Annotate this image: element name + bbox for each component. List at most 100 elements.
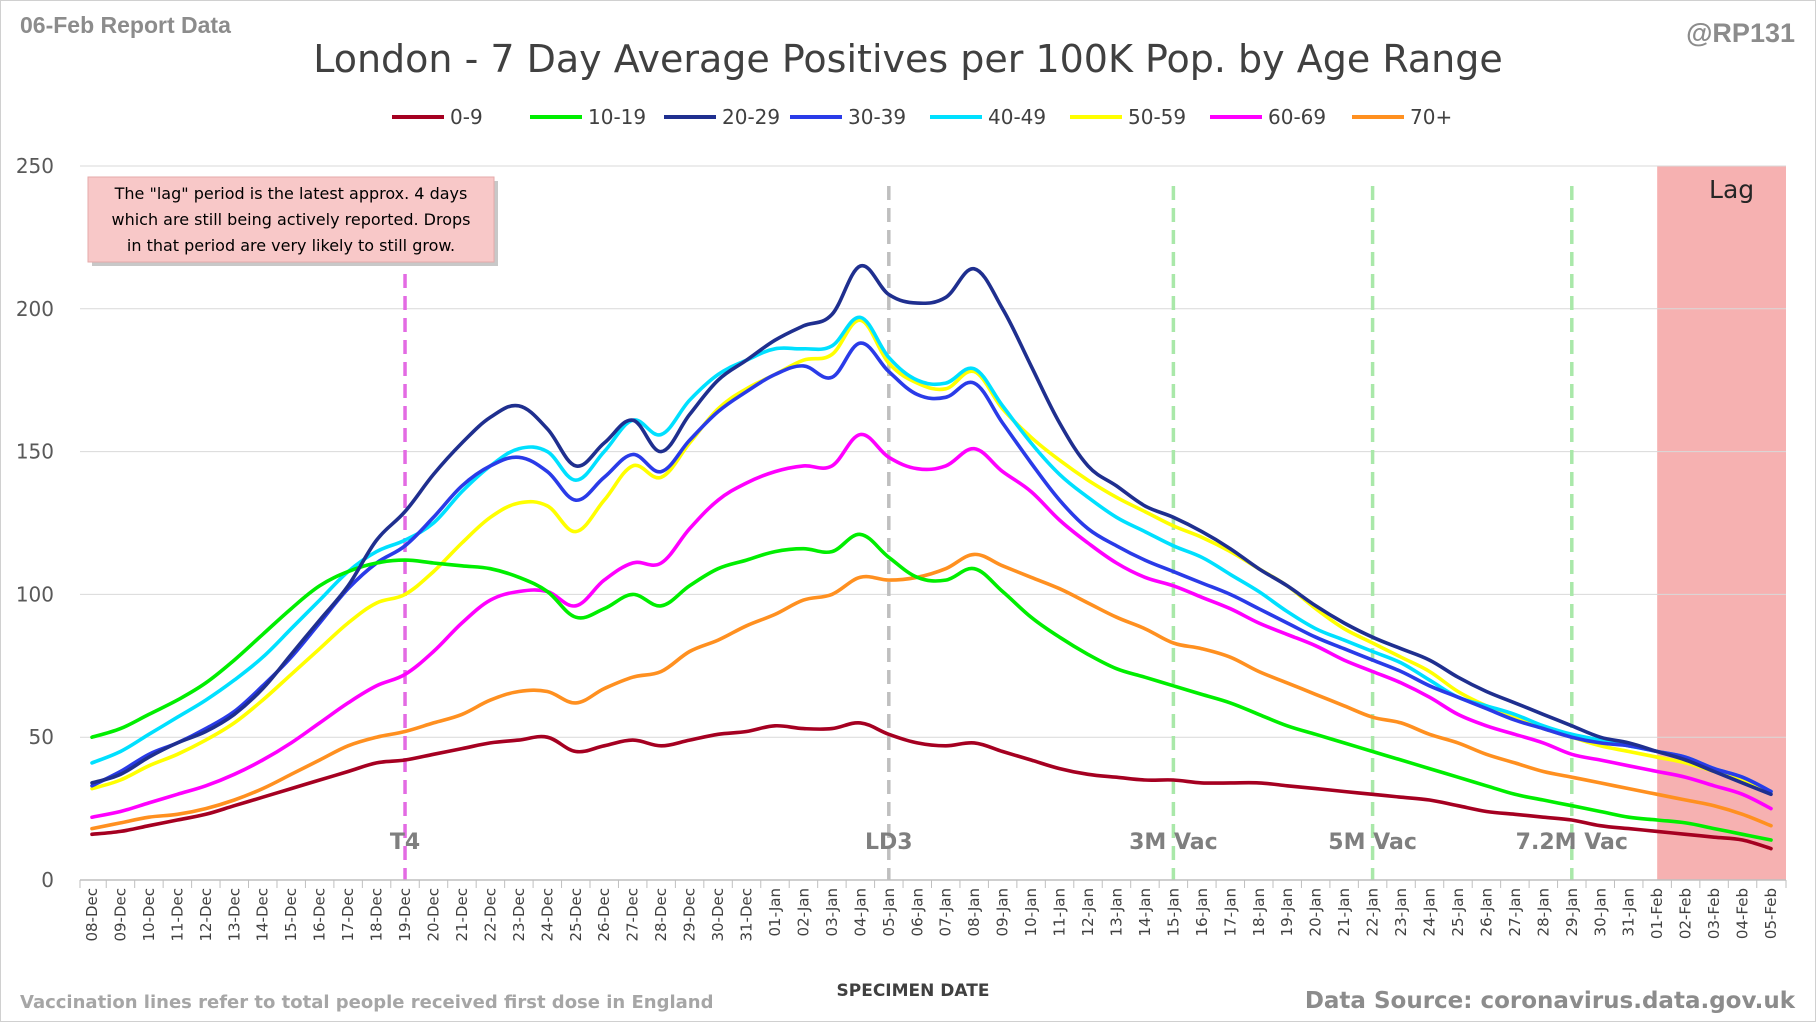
lag-note-line-1: The "lag" period is the latest approx. 4…	[114, 184, 468, 203]
x-tick-label: 30-Jan	[1591, 888, 1609, 936]
x-axis-title: SPECIMEN DATE	[837, 981, 990, 1001]
x-tick-label: 16-Dec	[311, 888, 329, 942]
lag-note-line-3: in that period are very likely to still …	[127, 236, 455, 255]
series-line-40-49	[90, 315, 1773, 794]
x-tick-label: 26-Dec	[595, 888, 613, 942]
legend-item-40-49: 40-49	[930, 105, 1046, 129]
x-tick-label: 01-Feb	[1648, 888, 1666, 939]
x-tick-label: 02-Feb	[1677, 888, 1695, 939]
x-tick-label: 30-Dec	[709, 888, 727, 942]
axes	[79, 879, 1787, 888]
legend-label: 60-69	[1268, 105, 1326, 129]
y-tick-label: 50	[29, 725, 54, 749]
y-tick-label: 200	[16, 297, 54, 321]
legend-label: 50-59	[1128, 105, 1186, 129]
x-tick-label: 21-Jan	[1335, 888, 1353, 936]
x-tick-label: 27-Dec	[624, 888, 642, 942]
event-markers: T4 LD3 3M Vac 5M Vac 7.2M Vac	[390, 186, 1628, 880]
data-source: Data Source: coronavirus.data.gov.uk	[1305, 988, 1796, 1014]
event-label: LD3	[865, 830, 913, 855]
legend-label: 70+	[1410, 105, 1452, 129]
x-tick-label: 07-Jan	[937, 888, 955, 936]
y-tick-label: 250	[16, 154, 54, 178]
series-line-10-19	[90, 532, 1773, 842]
x-tick-label: 22-Dec	[481, 888, 499, 942]
x-tick-label: 21-Dec	[453, 888, 471, 942]
series-line-60-69	[90, 432, 1773, 819]
x-tick-label: 08-Jan	[965, 888, 983, 936]
report-date: 06-Feb Report Data	[20, 12, 231, 38]
legend-label: 20-29	[722, 105, 780, 129]
x-tick-label: 02-Jan	[794, 888, 812, 936]
x-tick-label: 14-Dec	[254, 888, 272, 942]
legend-item-10-19: 10-19	[530, 105, 646, 129]
series-lines	[90, 264, 1773, 851]
y-tick-label: 100	[16, 582, 54, 606]
x-tick-label: 25-Dec	[567, 888, 585, 942]
x-tick-label: 19-Jan	[1278, 888, 1296, 936]
x-tick-label: 15-Jan	[1164, 888, 1182, 936]
legend-item-20-29: 20-29	[664, 105, 780, 129]
x-tick-label: 18-Dec	[368, 888, 386, 942]
x-tick-label: 06-Jan	[908, 888, 926, 936]
x-tick-label: 31-Dec	[738, 888, 756, 942]
lag-region-label: Lag	[1709, 175, 1754, 204]
lag-note: The "lag" period is the latest approx. 4…	[87, 176, 498, 266]
legend-label: 30-39	[848, 105, 906, 129]
x-tick-label: 11-Jan	[1051, 888, 1069, 936]
x-tick-label: 09-Dec	[111, 888, 129, 942]
x-tick-label: 26-Jan	[1477, 888, 1495, 936]
x-tick-label: 10-Jan	[1022, 888, 1040, 936]
event-label: 5M Vac	[1328, 830, 1417, 855]
legend-label: 10-19	[588, 105, 646, 129]
lag-note-box	[87, 176, 495, 263]
x-tick-label: 25-Jan	[1449, 888, 1467, 936]
event-label: 3M Vac	[1129, 830, 1218, 855]
y-tick-labels: 0 50 100 150 200 250	[16, 154, 54, 892]
x-tick-label: 17-Dec	[339, 888, 357, 942]
x-tick-label: 03-Jan	[823, 888, 841, 936]
x-tick-label: 24-Dec	[538, 888, 556, 942]
x-tick-label: 29-Dec	[681, 888, 699, 942]
x-tick-label: 14-Jan	[1136, 888, 1154, 936]
x-tick-label: 08-Dec	[83, 888, 101, 942]
legend-item-0-9: 0-9	[392, 105, 483, 129]
x-tick-label: 12-Dec	[197, 888, 215, 942]
x-tick-label: 05-Feb	[1762, 888, 1780, 939]
x-tick-label: 28-Jan	[1534, 888, 1552, 936]
event-label: 7.2M Vac	[1516, 830, 1628, 855]
footer-note: Vaccination lines refer to total people …	[20, 992, 714, 1013]
x-tick-label: 23-Jan	[1392, 888, 1410, 936]
legend-label: 40-49	[988, 105, 1046, 129]
legend-item-60-69: 60-69	[1210, 105, 1326, 129]
x-tick-label: 11-Dec	[168, 888, 186, 942]
legend-item-50-59: 50-59	[1070, 105, 1186, 129]
x-tick-label: 09-Jan	[994, 888, 1012, 936]
x-tick-label: 16-Jan	[1193, 888, 1211, 936]
author-handle: @RP131	[1686, 18, 1795, 48]
x-tick-label: 04-Jan	[851, 888, 869, 936]
x-tick-label: 20-Dec	[424, 888, 442, 942]
x-tick-label: 29-Jan	[1563, 888, 1581, 936]
x-tick-label: 12-Jan	[1079, 888, 1097, 936]
x-tick-label: 28-Dec	[652, 888, 670, 942]
legend-item-30-39: 30-39	[790, 105, 906, 129]
series-line-70+	[90, 552, 1773, 831]
x-tick-label: 04-Feb	[1734, 888, 1752, 939]
x-tick-label: 05-Jan	[880, 888, 898, 936]
x-tick-label: 19-Dec	[396, 888, 414, 942]
chart-title: London - 7 Day Average Positives per 100…	[313, 37, 1503, 81]
series-line-0-9	[90, 721, 1773, 851]
legend-label: 0-9	[450, 105, 483, 129]
x-tick-labels: 08-Dec 09-Dec 10-Dec 11-Dec 12-Dec 13-Dec 14-D…	[83, 888, 1780, 942]
x-tick-label: 31-Jan	[1620, 888, 1638, 936]
lag-note-line-2: which are still being actively reported.…	[111, 210, 470, 229]
x-tick-label: 03-Feb	[1705, 888, 1723, 939]
legend: 0-9 10-19 20-29 30-39 40-49 50-59 60-69 70+	[392, 105, 1452, 129]
x-tick-label: 13-Dec	[225, 888, 243, 942]
series-line-20-29	[90, 264, 1773, 797]
gridlines	[80, 165, 1786, 738]
